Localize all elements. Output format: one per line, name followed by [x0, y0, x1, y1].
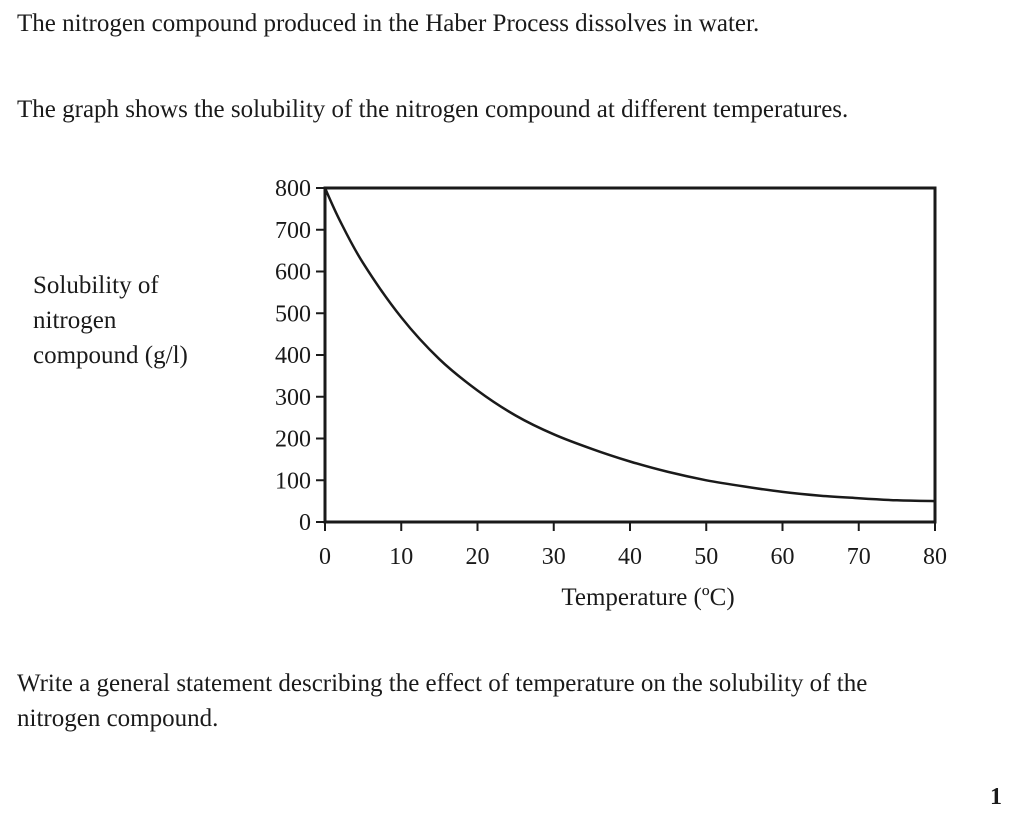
y-tick-label: 300	[275, 385, 311, 411]
x-tick-label: 70	[847, 544, 871, 570]
y-tick-label: 200	[275, 427, 311, 453]
x-tick-label: 10	[389, 544, 413, 570]
x-tick-label: 0	[319, 544, 331, 570]
y-axis-label-line: nitrogen	[33, 307, 117, 334]
x-axis-label: Temperature (ºC)	[561, 584, 734, 611]
solubility-curve	[323, 187, 936, 503]
x-tick-label: 30	[542, 544, 566, 570]
x-axis: 0 10 20 30 40 50 60 70 80	[319, 522, 947, 570]
y-tick-label: 800	[275, 176, 311, 202]
y-tick-label: 700	[275, 218, 311, 244]
y-tick-label: 600	[275, 260, 311, 286]
x-tick-label: 60	[771, 544, 795, 570]
x-tick-label: 50	[694, 544, 718, 570]
question-prompt: Write a general statement describing the…	[17, 670, 868, 732]
plot-frame	[323, 186, 937, 524]
graph-intro: The graph shows the solubility of the ni…	[17, 96, 849, 123]
marks-value: 1	[990, 784, 1002, 810]
y-axis-label-line: compound (g/l)	[33, 342, 188, 369]
x-tick-label: 40	[618, 544, 642, 570]
y-tick-label: 400	[275, 343, 311, 369]
x-tick-label: 20	[466, 544, 490, 570]
x-tick-label: 80	[923, 544, 947, 570]
y-axis: 0 100 200 300 400 500 600 700 800	[275, 176, 325, 536]
y-tick-label: 500	[275, 301, 311, 327]
y-tick-label: 100	[275, 468, 311, 494]
y-axis-label-line: Solubility of	[33, 272, 159, 299]
solubility-chart: 0 100 200 300 400 500 600 700 800 0 10 20 30 40 50 60 7…	[275, 176, 947, 611]
question-intro: The nitrogen compound produced in the Ha…	[17, 10, 760, 37]
y-tick-label: 0	[299, 510, 311, 536]
